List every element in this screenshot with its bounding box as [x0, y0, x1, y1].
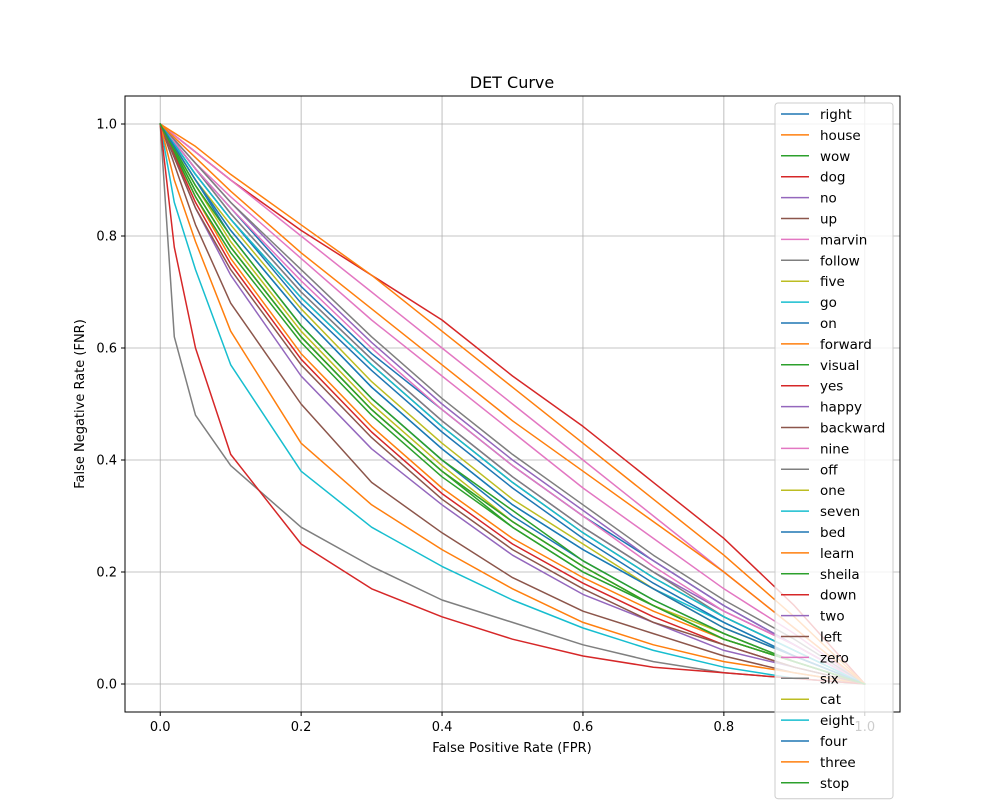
legend-label-go: go — [820, 295, 837, 311]
series-line-four — [159, 123, 866, 685]
legend: right house wow dog no up marvin follow five go on… — [774, 102, 894, 800]
y-tick-label: 1.0 — [96, 118, 117, 133]
x-tick-label: 0.4 — [432, 720, 453, 735]
legend-label-down: down — [820, 588, 856, 604]
series-line-seven — [159, 123, 866, 685]
series-line-down — [159, 123, 866, 685]
y-tick-label: 0.8 — [96, 230, 117, 245]
x-tick-label: 0.8 — [714, 720, 735, 735]
legend-label-seven: seven — [820, 504, 860, 520]
plot-frame — [124, 95, 901, 713]
y-tick-label: 0.4 — [96, 454, 117, 469]
y-axis-label: False Negative Rate (FNR) — [73, 319, 88, 489]
legend-label-sheila: sheila — [820, 567, 860, 583]
legend-label-up: up — [820, 212, 837, 228]
series-line-zero — [159, 123, 866, 685]
legend-label-right: right — [820, 107, 852, 123]
series-line-three — [159, 123, 866, 685]
legend-label-learn: learn — [820, 546, 854, 562]
series-line-nine — [159, 123, 866, 685]
legend-label-dog: dog — [820, 170, 845, 186]
legend-label-bed: bed — [820, 525, 845, 541]
y-tick-label: 0.0 — [96, 678, 117, 693]
legend-label-follow: follow — [820, 253, 860, 269]
x-tick-label: 0.6 — [573, 720, 594, 735]
series-line-sheila — [159, 123, 866, 685]
x-tick-label: 0.2 — [291, 720, 312, 735]
series-line-eight — [159, 123, 866, 685]
series-line-two — [159, 123, 866, 685]
legend-label-house: house — [820, 128, 861, 144]
legend-label-yes: yes — [820, 379, 843, 395]
chart-title: DET Curve — [470, 73, 555, 92]
legend-label-six: six — [820, 671, 839, 687]
series-line-forward — [159, 123, 866, 685]
y-tick-label: 0.2 — [96, 566, 117, 581]
legend-box — [774, 102, 894, 800]
legend-label-zero: zero — [820, 650, 849, 666]
series-line-six — [159, 123, 866, 685]
legend-label-three: three — [820, 755, 856, 771]
legend-label-on: on — [820, 316, 837, 332]
legend-label-nine: nine — [820, 441, 849, 457]
legend-label-off: off — [820, 462, 838, 478]
legend-label-wow: wow — [820, 149, 850, 165]
legend-label-cat: cat — [820, 692, 841, 708]
x-tick-label: 0.0 — [150, 720, 171, 735]
series-line-left — [159, 123, 866, 685]
legend-label-marvin: marvin — [820, 232, 867, 248]
legend-label-stop: stop — [820, 776, 849, 792]
legend-label-left: left — [820, 630, 842, 646]
series-lines — [159, 123, 866, 685]
legend-label-forward: forward — [820, 337, 872, 353]
legend-label-backward: backward — [820, 421, 885, 437]
legend-label-no: no — [820, 191, 837, 207]
series-line-learn — [159, 123, 866, 685]
series-line-stop — [159, 123, 866, 685]
legend-label-one: one — [820, 483, 845, 499]
series-line-backward — [159, 123, 866, 685]
legend-label-eight: eight — [820, 713, 854, 729]
y-tick-label: 0.6 — [96, 342, 117, 357]
legend-label-happy: happy — [820, 400, 862, 416]
legend-label-two: two — [820, 609, 845, 625]
legend-label-five: five — [820, 274, 845, 290]
x-axis-label: False Positive Rate (FPR) — [432, 741, 591, 756]
legend-label-visual: visual — [820, 358, 859, 374]
legend-label-four: four — [820, 734, 848, 750]
